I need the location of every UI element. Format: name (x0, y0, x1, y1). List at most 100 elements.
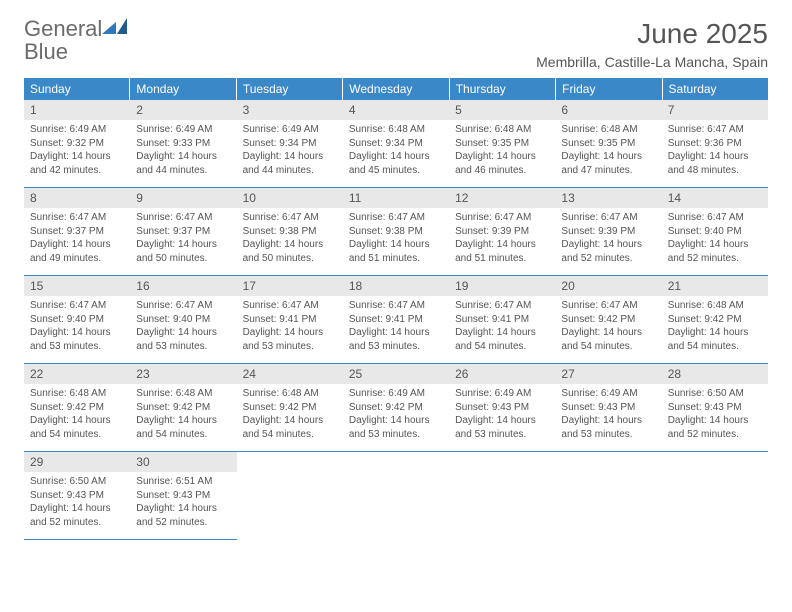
sunset-line: Sunset: 9:40 PM (30, 313, 124, 327)
day-number: 11 (343, 188, 449, 208)
sunset-line: Sunset: 9:41 PM (349, 313, 443, 327)
calendar-cell: 28Sunrise: 6:50 AMSunset: 9:43 PMDayligh… (662, 364, 768, 452)
sunrise-line: Sunrise: 6:51 AM (136, 475, 230, 489)
sunrise-line: Sunrise: 6:47 AM (561, 299, 655, 313)
daylight-line: Daylight: 14 hours and 54 minutes. (136, 414, 230, 441)
calendar-cell: 15Sunrise: 6:47 AMSunset: 9:40 PMDayligh… (24, 276, 130, 364)
calendar-cell: 30Sunrise: 6:51 AMSunset: 9:43 PMDayligh… (130, 452, 236, 540)
day-number: 19 (449, 276, 555, 296)
sunrise-line: Sunrise: 6:50 AM (30, 475, 124, 489)
calendar-cell: 16Sunrise: 6:47 AMSunset: 9:40 PMDayligh… (130, 276, 236, 364)
sunset-line: Sunset: 9:32 PM (30, 137, 124, 151)
calendar-cell: 4Sunrise: 6:48 AMSunset: 9:34 PMDaylight… (343, 100, 449, 188)
sunset-line: Sunset: 9:43 PM (455, 401, 549, 415)
sunrise-line: Sunrise: 6:50 AM (668, 387, 762, 401)
calendar: SundayMondayTuesdayWednesdayThursdayFrid… (24, 78, 768, 540)
daylight-line: Daylight: 14 hours and 53 minutes. (349, 326, 443, 353)
calendar-cell (449, 452, 555, 540)
sunrise-line: Sunrise: 6:49 AM (30, 123, 124, 137)
month-title: June 2025 (536, 18, 768, 50)
daylight-line: Daylight: 14 hours and 53 minutes. (455, 414, 549, 441)
calendar-cell (343, 452, 449, 540)
sunrise-line: Sunrise: 6:47 AM (30, 299, 124, 313)
day-number: 3 (237, 100, 343, 120)
sunset-line: Sunset: 9:43 PM (30, 489, 124, 503)
day-number: 28 (662, 364, 768, 384)
sunset-line: Sunset: 9:34 PM (243, 137, 337, 151)
daylight-line: Daylight: 14 hours and 54 minutes. (243, 414, 337, 441)
sunset-line: Sunset: 9:42 PM (243, 401, 337, 415)
header: General Blue June 2025 Membrilla, Castil… (24, 18, 768, 70)
calendar-grid: 1Sunrise: 6:49 AMSunset: 9:32 PMDaylight… (24, 100, 768, 540)
daylight-line: Daylight: 14 hours and 52 minutes. (561, 238, 655, 265)
calendar-cell: 1Sunrise: 6:49 AMSunset: 9:32 PMDaylight… (24, 100, 130, 188)
calendar-cell: 17Sunrise: 6:47 AMSunset: 9:41 PMDayligh… (237, 276, 343, 364)
sunset-line: Sunset: 9:35 PM (455, 137, 549, 151)
sunrise-line: Sunrise: 6:48 AM (668, 299, 762, 313)
sunrise-line: Sunrise: 6:48 AM (349, 123, 443, 137)
sunset-line: Sunset: 9:35 PM (561, 137, 655, 151)
sunrise-line: Sunrise: 6:47 AM (455, 211, 549, 225)
sunset-line: Sunset: 9:38 PM (349, 225, 443, 239)
sunset-line: Sunset: 9:41 PM (455, 313, 549, 327)
calendar-cell (662, 452, 768, 540)
calendar-cell: 20Sunrise: 6:47 AMSunset: 9:42 PMDayligh… (555, 276, 661, 364)
sunset-line: Sunset: 9:40 PM (668, 225, 762, 239)
weekday-header: Thursday (450, 78, 556, 100)
sunrise-line: Sunrise: 6:47 AM (349, 299, 443, 313)
daylight-line: Daylight: 14 hours and 53 minutes. (349, 414, 443, 441)
day-number: 23 (130, 364, 236, 384)
sunrise-line: Sunrise: 6:47 AM (30, 211, 124, 225)
daylight-line: Daylight: 14 hours and 52 minutes. (668, 414, 762, 441)
sunrise-line: Sunrise: 6:49 AM (136, 123, 230, 137)
daylight-line: Daylight: 14 hours and 48 minutes. (668, 150, 762, 177)
weekday-header: Sunday (24, 78, 130, 100)
daylight-line: Daylight: 14 hours and 53 minutes. (243, 326, 337, 353)
day-number: 1 (24, 100, 130, 120)
daylight-line: Daylight: 14 hours and 44 minutes. (136, 150, 230, 177)
day-number: 24 (237, 364, 343, 384)
day-number: 12 (449, 188, 555, 208)
logo-word2: Blue (24, 39, 68, 64)
day-number: 27 (555, 364, 661, 384)
weekday-header: Friday (556, 78, 662, 100)
sunset-line: Sunset: 9:33 PM (136, 137, 230, 151)
sunrise-line: Sunrise: 6:47 AM (243, 211, 337, 225)
sunset-line: Sunset: 9:39 PM (455, 225, 549, 239)
sunset-line: Sunset: 9:36 PM (668, 137, 762, 151)
calendar-cell (237, 452, 343, 540)
sunset-line: Sunset: 9:42 PM (668, 313, 762, 327)
day-number: 5 (449, 100, 555, 120)
sunset-line: Sunset: 9:42 PM (561, 313, 655, 327)
sunrise-line: Sunrise: 6:48 AM (455, 123, 549, 137)
logo-icon (102, 23, 128, 40)
calendar-cell: 12Sunrise: 6:47 AMSunset: 9:39 PMDayligh… (449, 188, 555, 276)
weekday-header: Wednesday (343, 78, 449, 100)
weekday-row: SundayMondayTuesdayWednesdayThursdayFrid… (24, 78, 768, 100)
daylight-line: Daylight: 14 hours and 52 minutes. (668, 238, 762, 265)
day-number: 17 (237, 276, 343, 296)
day-number: 25 (343, 364, 449, 384)
sunrise-line: Sunrise: 6:47 AM (668, 123, 762, 137)
sunset-line: Sunset: 9:42 PM (136, 401, 230, 415)
sunrise-line: Sunrise: 6:48 AM (136, 387, 230, 401)
calendar-cell: 18Sunrise: 6:47 AMSunset: 9:41 PMDayligh… (343, 276, 449, 364)
day-number: 14 (662, 188, 768, 208)
weekday-header: Monday (130, 78, 236, 100)
sunset-line: Sunset: 9:37 PM (136, 225, 230, 239)
location: Membrilla, Castille-La Mancha, Spain (536, 54, 768, 70)
day-number: 20 (555, 276, 661, 296)
sunset-line: Sunset: 9:39 PM (561, 225, 655, 239)
sunrise-line: Sunrise: 6:47 AM (136, 211, 230, 225)
calendar-cell: 22Sunrise: 6:48 AMSunset: 9:42 PMDayligh… (24, 364, 130, 452)
daylight-line: Daylight: 14 hours and 54 minutes. (668, 326, 762, 353)
sunset-line: Sunset: 9:38 PM (243, 225, 337, 239)
logo-text: General Blue (24, 18, 128, 64)
day-number: 22 (24, 364, 130, 384)
daylight-line: Daylight: 14 hours and 54 minutes. (30, 414, 124, 441)
day-number: 21 (662, 276, 768, 296)
daylight-line: Daylight: 14 hours and 47 minutes. (561, 150, 655, 177)
calendar-cell: 11Sunrise: 6:47 AMSunset: 9:38 PMDayligh… (343, 188, 449, 276)
day-number: 2 (130, 100, 236, 120)
sunset-line: Sunset: 9:37 PM (30, 225, 124, 239)
